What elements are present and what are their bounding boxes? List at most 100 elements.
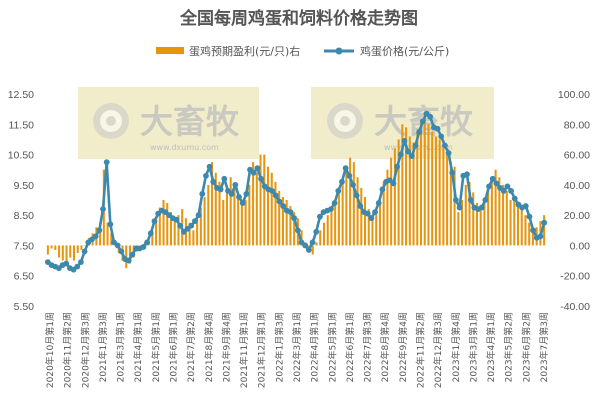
price-point (456, 204, 463, 211)
price-point (147, 230, 154, 237)
profit-bar (337, 192, 340, 246)
x-tick-label: 2022年7月第3周 (362, 312, 374, 382)
watermark-brand-left: 大畜牧 (140, 102, 240, 141)
profit-bar (516, 203, 520, 246)
profit-bar (524, 215, 527, 246)
x-tick-label: 2020年11月第2周 (62, 312, 74, 388)
price-point (63, 260, 70, 267)
profit-bar (438, 139, 441, 246)
profit-bar (412, 142, 415, 246)
x-tick-label: 2023年4月第1周 (485, 312, 497, 382)
price-point (427, 113, 434, 120)
watermark-logo-left (93, 103, 129, 139)
price-point (489, 175, 496, 182)
price-point (258, 175, 264, 182)
profit-bar (434, 136, 437, 246)
price-point (291, 215, 298, 222)
right-tick-label: 20.00 (564, 210, 590, 222)
profit-bar (356, 177, 359, 246)
price-point (408, 153, 415, 159)
profit-bar (371, 218, 374, 246)
profit-bar (285, 200, 288, 246)
profit-bar (461, 200, 464, 246)
profit-bar (244, 200, 247, 246)
profit-bar (50, 245, 53, 249)
profit-bar (278, 190, 281, 246)
price-point (195, 212, 202, 219)
price-point (103, 159, 110, 166)
price-point (342, 165, 349, 172)
profit-bar (334, 200, 337, 246)
profit-bar (151, 230, 154, 246)
profit-bar (99, 222, 102, 246)
price-point (239, 200, 246, 206)
x-tick-label: 2022年8月第4周 (379, 312, 391, 382)
profit-bar (69, 245, 72, 258)
profit-bar (162, 200, 165, 246)
price-point (328, 206, 334, 212)
profit-bar (192, 230, 195, 246)
x-tick-label: 2022年9月第4周 (397, 312, 409, 382)
price-point (353, 192, 360, 199)
left-tick-label: 6.50 (14, 271, 35, 283)
profit-bar (457, 212, 460, 246)
profit-bar (218, 181, 221, 246)
profit-bar (520, 209, 523, 246)
profit-bar (233, 184, 236, 246)
profit-bar (169, 212, 173, 246)
profit-bar (382, 181, 385, 246)
x-tick-label: 2022年11月第2周 (415, 312, 427, 388)
price-point (269, 188, 275, 194)
price-point (331, 200, 338, 206)
price-point (434, 125, 441, 132)
price-point (335, 188, 342, 194)
profit-bar (442, 147, 445, 246)
price-point (232, 181, 239, 188)
price-point (412, 142, 419, 149)
price-point (357, 203, 364, 209)
price-point (368, 215, 375, 222)
x-tick-label: 2020年10月第1周 (44, 312, 56, 388)
profit-bar (155, 218, 158, 246)
watermark-url-right: www.dxumu.com (384, 143, 453, 152)
price-point (199, 191, 206, 197)
profit-bar (225, 192, 228, 246)
right-tick-label: -20.00 (560, 271, 590, 283)
price-point (276, 198, 283, 205)
profit-bar (531, 230, 534, 246)
profit-bar (222, 200, 225, 246)
price-point (114, 242, 121, 249)
legend-swatch-marker (335, 47, 343, 55)
price-point (449, 169, 456, 176)
profit-bar (386, 169, 389, 246)
profit-bar (106, 222, 109, 246)
left-tick-label: 8.50 (14, 210, 35, 222)
profit-bar (266, 166, 270, 246)
price-point (397, 151, 404, 158)
profit-bar (259, 154, 262, 246)
profit-bar (405, 127, 408, 246)
profit-bar (419, 121, 423, 246)
profit-bar (110, 233, 113, 246)
price-point (236, 194, 242, 200)
price-point (309, 239, 316, 246)
profit-bar (237, 196, 240, 246)
legend-swatch-bar (156, 47, 184, 54)
price-point (313, 228, 320, 235)
x-tick-label: 2022年12月第3周 (432, 312, 444, 388)
left-tick-label: 11.50 (9, 119, 35, 131)
x-tick-label: 2021年4月第1周 (132, 312, 144, 382)
price-point (217, 186, 224, 193)
profit-bar (158, 207, 161, 246)
price-point (100, 206, 106, 212)
x-tick-label: 2021年12月第1周 (256, 312, 268, 388)
profit-bar (166, 203, 169, 246)
price-point (210, 178, 217, 185)
right-tick-label: 100.00 (558, 89, 590, 101)
x-tick-label: 2023年5月第2周 (503, 312, 515, 382)
profit-bar (345, 169, 348, 246)
x-tick-label: 2022年6月第1周 (344, 312, 356, 382)
profit-bar (468, 181, 471, 246)
profit-bar (173, 218, 176, 246)
